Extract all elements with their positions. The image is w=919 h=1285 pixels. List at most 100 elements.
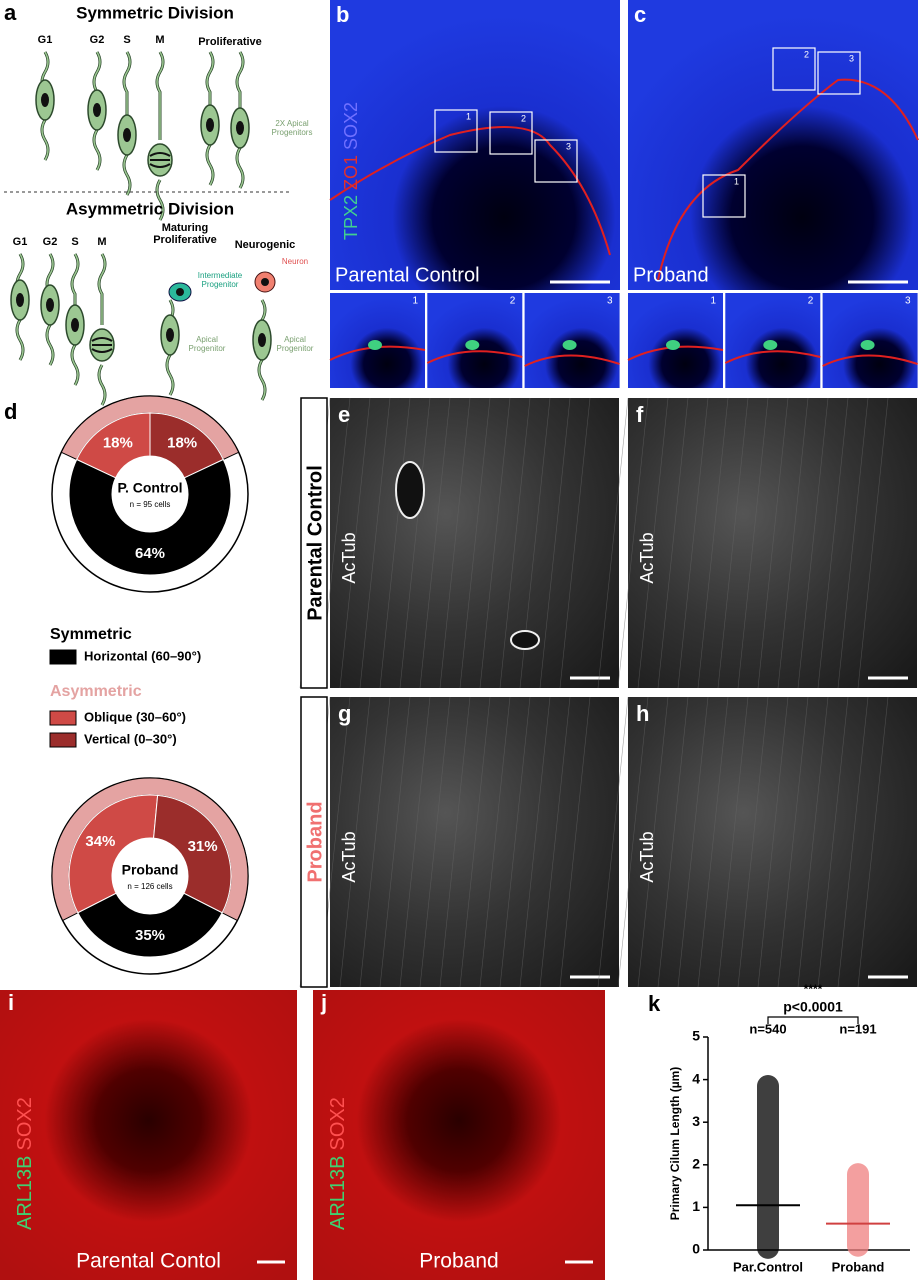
apical-membrane	[524, 354, 620, 367]
phase-label: G2	[90, 34, 105, 46]
spindle-signal	[562, 340, 577, 350]
fiber	[499, 696, 531, 988]
fiber	[499, 397, 531, 689]
caption: Proband	[633, 264, 709, 286]
fiber	[539, 696, 571, 988]
fiber	[559, 397, 591, 689]
apical-membrane	[822, 354, 918, 367]
fiber	[637, 696, 669, 988]
caption: Parental Control	[335, 264, 480, 286]
spindle-signal	[465, 340, 480, 350]
stain-label: AcTub	[637, 532, 657, 583]
inset-label: 1	[412, 296, 418, 307]
donut-title: Proband	[122, 862, 179, 878]
spindle	[149, 152, 171, 168]
cell-label: Apical Progenitor	[276, 336, 314, 353]
fiber	[857, 696, 889, 988]
donut-subtitle: n = 95 cells	[130, 500, 171, 509]
nucleus	[46, 298, 54, 312]
phase-label: G1	[13, 236, 28, 248]
p-value: p<0.0001	[783, 999, 843, 1015]
phase-label: G2	[43, 236, 58, 248]
bracket	[767, 1016, 859, 1024]
value-label: 31%	[188, 838, 218, 855]
inset-label: 2	[808, 296, 814, 307]
fiber	[539, 397, 571, 689]
cell-label: Neuron	[282, 258, 308, 266]
lumen	[510, 630, 540, 650]
cell-label: Apical Progenitor	[189, 336, 226, 353]
fiber	[439, 696, 471, 988]
micrograph	[628, 0, 918, 290]
nucleus	[176, 288, 184, 296]
cell-process	[123, 51, 131, 196]
fiber	[617, 397, 649, 689]
panel-label: k	[648, 991, 661, 1016]
panel-label: a	[4, 0, 17, 25]
phase-label: M	[97, 236, 106, 248]
y-tick-label: 3	[692, 1113, 700, 1129]
row-label-box	[300, 696, 328, 988]
fiber	[757, 397, 789, 689]
phase-label: S	[71, 236, 78, 248]
legend-group: Symmetric	[50, 626, 132, 643]
y-tick-label: 1	[692, 1198, 700, 1214]
fiber	[479, 696, 511, 988]
stain-label: AcTub	[339, 532, 359, 583]
legend-entry: Vertical (0–30°)	[84, 731, 177, 746]
fiber	[737, 696, 769, 988]
cell-process	[156, 51, 164, 221]
fiber	[479, 397, 511, 689]
value-label: 18%	[103, 434, 133, 451]
cell-process	[98, 253, 106, 406]
value-label: 18%	[167, 434, 197, 451]
nucleus	[258, 333, 266, 347]
nucleus	[261, 278, 269, 286]
panel-label: j	[320, 990, 327, 1015]
roi-box	[702, 174, 746, 218]
stain-label: AcTub	[637, 831, 657, 882]
phase-label: G1	[38, 34, 53, 46]
fiber	[399, 696, 431, 988]
fiber	[399, 397, 431, 689]
fiber	[677, 696, 709, 988]
n-label: n=191	[839, 1021, 876, 1036]
nucleus	[41, 93, 49, 107]
roi-label: 2	[804, 49, 809, 59]
cell-process	[93, 51, 101, 171]
stain-name: SOX2	[327, 1097, 349, 1150]
outcome-label: Neurogenic	[235, 239, 296, 251]
fiber	[359, 696, 391, 988]
fiber	[797, 696, 829, 988]
panel-label: b	[336, 2, 349, 27]
roi-box	[489, 111, 533, 155]
donut-subtitle: n = 126 cells	[127, 882, 172, 891]
section-title: Asymmetric Division	[66, 199, 234, 218]
fiber	[837, 397, 869, 689]
nucleus	[93, 103, 101, 117]
phase-label: S	[123, 34, 130, 46]
micrograph	[0, 990, 297, 1280]
spindle-signal	[860, 340, 875, 350]
legend-swatch	[49, 732, 77, 748]
y-tick-label: 4	[692, 1070, 700, 1086]
roi-label: 1	[466, 111, 471, 121]
significance: ****	[804, 982, 823, 996]
apical-membrane	[657, 78, 919, 281]
inset-label: 2	[510, 296, 516, 307]
stain-label: AcTub	[339, 831, 359, 882]
fiber	[519, 696, 551, 988]
cell-label: Apical Progenitor	[276, 336, 314, 353]
phase-label: M	[155, 34, 164, 46]
caption: Proband	[419, 1250, 498, 1273]
fiber	[777, 696, 809, 988]
row-label-box	[300, 397, 328, 689]
outcome-label: Maturing Proliferative	[153, 222, 217, 246]
cell-process	[206, 51, 214, 186]
panel-label: d	[4, 399, 17, 424]
micrograph	[628, 697, 917, 987]
y-tick-label: 0	[692, 1241, 700, 1257]
fiber	[797, 397, 829, 689]
fiber	[559, 696, 591, 988]
